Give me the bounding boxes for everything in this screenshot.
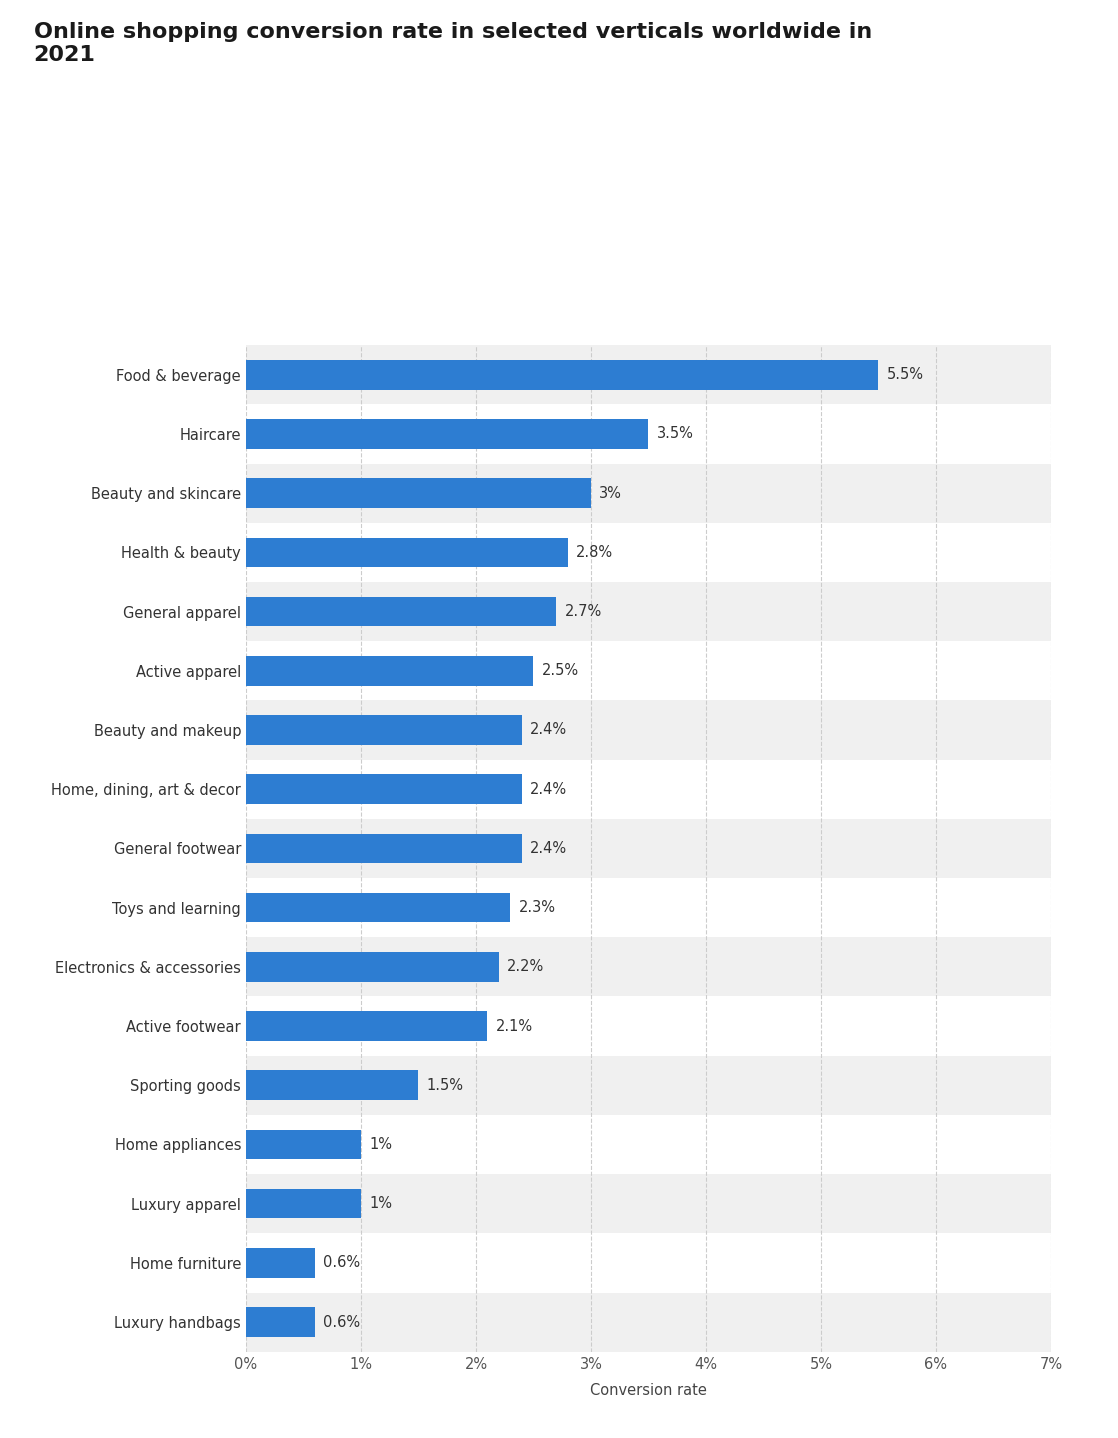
Text: 3%: 3% (599, 486, 622, 500)
Text: 0.6%: 0.6% (323, 1255, 360, 1270)
Text: 1%: 1% (369, 1137, 392, 1152)
Bar (246, 775, 522, 804)
Bar (246, 715, 522, 745)
Bar (246, 1130, 361, 1159)
Bar (246, 463, 1051, 523)
Bar (246, 1234, 1051, 1293)
Bar (246, 538, 568, 567)
Text: 0.6%: 0.6% (323, 1314, 360, 1330)
Bar (246, 345, 1051, 404)
Text: 2.3%: 2.3% (519, 900, 556, 915)
Text: 2.4%: 2.4% (530, 722, 567, 738)
Bar (246, 1248, 315, 1278)
Text: 2.7%: 2.7% (565, 604, 601, 620)
Bar (246, 700, 1051, 759)
Text: 2.4%: 2.4% (530, 841, 567, 856)
Bar (246, 759, 1051, 818)
Text: 1.5%: 1.5% (426, 1077, 464, 1093)
Bar (246, 1307, 315, 1337)
Text: 2.4%: 2.4% (530, 782, 567, 797)
Bar (246, 952, 499, 982)
Bar (246, 1173, 1051, 1234)
Text: Online shopping conversion rate in selected verticals worldwide in
2021: Online shopping conversion rate in selec… (34, 22, 872, 65)
Bar (246, 834, 522, 863)
Bar (246, 879, 1051, 938)
Bar (246, 360, 879, 390)
Bar (246, 893, 511, 922)
Text: 3.5%: 3.5% (656, 427, 693, 441)
Text: 2.2%: 2.2% (506, 959, 544, 975)
Text: 2.8%: 2.8% (576, 545, 613, 559)
Bar (246, 1011, 487, 1041)
Text: 5.5%: 5.5% (887, 367, 923, 383)
X-axis label: Conversion rate: Conversion rate (590, 1383, 707, 1398)
Bar (246, 938, 1051, 997)
Bar (246, 523, 1051, 582)
Bar (246, 404, 1051, 463)
Bar (246, 418, 648, 449)
Text: 2.1%: 2.1% (495, 1018, 532, 1034)
Text: 2.5%: 2.5% (541, 663, 579, 679)
Bar (246, 997, 1051, 1055)
Bar (246, 1070, 418, 1100)
Bar (246, 1189, 361, 1218)
Bar (246, 1114, 1051, 1173)
Bar (246, 1055, 1051, 1114)
Bar (246, 818, 1051, 879)
Bar (246, 597, 557, 627)
Bar (246, 1293, 1051, 1352)
Text: 1%: 1% (369, 1196, 392, 1211)
Bar (246, 641, 1051, 700)
Bar (246, 656, 533, 686)
Bar (246, 479, 591, 508)
Bar (246, 582, 1051, 641)
